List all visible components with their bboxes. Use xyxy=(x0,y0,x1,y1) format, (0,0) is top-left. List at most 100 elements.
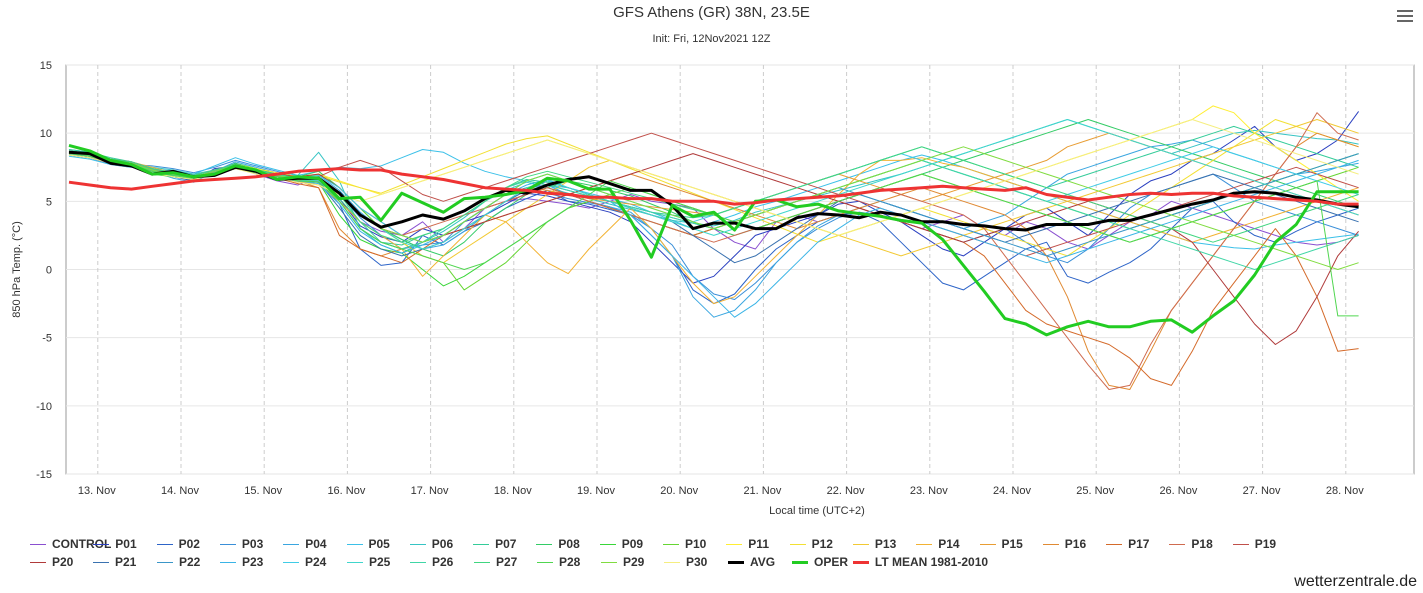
legend-item-p13[interactable]: P13 xyxy=(852,537,897,551)
legend-item-p03[interactable]: P03 xyxy=(219,537,264,551)
legend-item-p01[interactable]: P01 xyxy=(93,537,137,551)
legend-swatch xyxy=(1042,543,1059,545)
legend-item-p19[interactable]: P19 xyxy=(1232,537,1276,551)
legend-label: P25 xyxy=(369,555,391,569)
legend-item-p18[interactable]: P18 xyxy=(1169,537,1213,551)
y-tick-label: 5 xyxy=(46,196,52,208)
legend-label: P09 xyxy=(621,537,644,551)
legend-swatch xyxy=(789,543,806,545)
legend-item-p28[interactable]: P28 xyxy=(537,555,580,569)
legend-label: P05 xyxy=(368,537,390,551)
legend-label: P06 xyxy=(431,537,454,551)
x-axis-title: Local time (UTC+2) xyxy=(769,505,865,517)
legend-swatch xyxy=(30,543,46,545)
legend-item-p26[interactable]: P26 xyxy=(410,555,453,569)
x-tick-label: 27. Nov xyxy=(1243,485,1281,497)
x-tick-label: 18. Nov xyxy=(494,485,532,497)
legend-item-p27[interactable]: P27 xyxy=(474,555,517,569)
legend-item-p22[interactable]: P22 xyxy=(157,555,200,569)
legend-swatch xyxy=(283,561,299,563)
x-tick-label: 22. Nov xyxy=(827,485,865,497)
x-tick-label: 17. Nov xyxy=(411,485,449,497)
legend-label: P14 xyxy=(938,537,960,551)
legend-label: AVG xyxy=(750,555,776,569)
x-tick-label: 21. Nov xyxy=(743,485,781,497)
legend-swatch xyxy=(979,543,996,545)
legend-swatch xyxy=(852,560,869,564)
legend-swatch xyxy=(536,543,553,545)
x-tick-label: 16. Nov xyxy=(327,485,365,497)
legend-swatch xyxy=(156,543,173,545)
x-tick-label: 25. Nov xyxy=(1076,485,1114,497)
legend-item-p29[interactable]: P29 xyxy=(601,555,644,569)
legend-item-control[interactable]: CONTROL xyxy=(30,537,111,551)
legend-swatch xyxy=(474,561,490,563)
legend-label: P18 xyxy=(1191,537,1213,551)
legend-swatch xyxy=(1106,543,1123,545)
x-tick-label: 26. Nov xyxy=(1159,485,1197,497)
x-tick-label: 19. Nov xyxy=(577,485,615,497)
legend-label: P23 xyxy=(242,555,264,569)
legend-item-p10[interactable]: P10 xyxy=(663,537,706,551)
chart-title: GFS Athens (GR) 38N, 23.5E xyxy=(613,4,810,21)
legend-swatch xyxy=(663,543,679,545)
legend-item-p24[interactable]: P24 xyxy=(283,555,326,569)
series-line-lt-mean-1981-2010[interactable] xyxy=(68,167,1359,206)
legend-item-p08[interactable]: P08 xyxy=(536,537,580,551)
legend-swatch xyxy=(220,561,236,563)
legend-item-p16[interactable]: P16 xyxy=(1042,537,1087,551)
x-tick-label: 20. Nov xyxy=(660,485,698,497)
legend-label: P16 xyxy=(1064,537,1087,551)
legend-label: P28 xyxy=(559,555,581,569)
legend-item-p06[interactable]: P06 xyxy=(409,537,454,551)
credit-text: wetterzentrale.de xyxy=(1294,573,1417,590)
legend-label: P04 xyxy=(305,537,327,551)
legend-label: P08 xyxy=(558,537,580,551)
legend-item-p23[interactable]: P23 xyxy=(220,555,263,569)
legend-item-p25[interactable]: P25 xyxy=(347,555,390,569)
legend-item-p11[interactable]: P11 xyxy=(726,537,769,551)
legend-item-p02[interactable]: P02 xyxy=(156,537,200,551)
legend-label: P30 xyxy=(686,555,708,569)
legend-item-p21[interactable]: P21 xyxy=(93,555,136,569)
series-line-oper[interactable] xyxy=(68,143,1359,337)
legend-item-lt-mean-1981-2010[interactable]: LT MEAN 1981-2010 xyxy=(852,555,988,569)
legend-item-p04[interactable]: P04 xyxy=(283,537,327,551)
legend-label: P13 xyxy=(874,537,897,551)
legend-swatch xyxy=(473,543,490,545)
legend-label: P10 xyxy=(685,537,707,551)
legend-item-p14[interactable]: P14 xyxy=(916,537,960,551)
legend-item-p07[interactable]: P07 xyxy=(473,537,516,551)
y-tick-label: 10 xyxy=(40,128,52,140)
legend-swatch xyxy=(219,543,236,545)
legend-item-p09[interactable]: P09 xyxy=(599,537,644,551)
legend-swatch xyxy=(410,561,426,563)
legend-label: P22 xyxy=(179,555,201,569)
legend-swatch xyxy=(347,561,363,563)
legend-swatch xyxy=(1169,543,1186,545)
legend-item-avg[interactable]: AVG xyxy=(728,555,775,569)
legend-label: P03 xyxy=(241,537,264,551)
legend-swatch xyxy=(728,560,744,564)
legend-item-p17[interactable]: P17 xyxy=(1106,537,1149,551)
series-line-p29[interactable] xyxy=(68,146,1359,270)
x-tick-label: 14. Nov xyxy=(161,485,199,497)
y-tick-label: -15 xyxy=(36,469,52,481)
chart-subtitle: Init: Fri, 12Nov2021 12Z xyxy=(652,33,771,45)
legend-item-p12[interactable]: P12 xyxy=(789,537,833,551)
legend-label: P07 xyxy=(495,537,517,551)
legend-item-oper[interactable]: OPER xyxy=(792,555,848,569)
legend-swatch xyxy=(30,561,46,563)
legend-item-p05[interactable]: P05 xyxy=(346,537,390,551)
legend-item-p15[interactable]: P15 xyxy=(979,537,1023,551)
legend-label: P29 xyxy=(623,555,645,569)
legend-swatch xyxy=(283,543,300,545)
x-tick-label: 15. Nov xyxy=(244,485,282,497)
legend-label: P24 xyxy=(305,555,327,569)
legend-item-p30[interactable]: P30 xyxy=(664,555,707,569)
legend-label: P27 xyxy=(496,555,518,569)
x-tick-label: 13. Nov xyxy=(78,485,116,497)
legend-label: P01 xyxy=(115,537,137,551)
legend-item-p20[interactable]: P20 xyxy=(30,555,73,569)
context-menu-icon[interactable] xyxy=(1397,8,1413,24)
